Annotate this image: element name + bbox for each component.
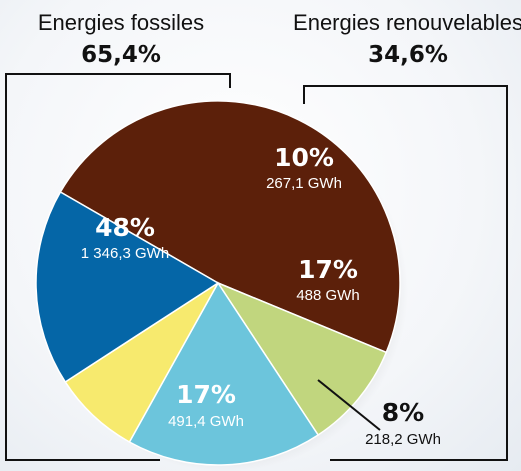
renewable-group-total: 34,6%	[368, 42, 448, 68]
slice-2-value: 488 GWh	[296, 287, 359, 304]
slice-0-value: 1 346,3 GWh	[81, 245, 169, 262]
fossil-group-total: 65,4%	[81, 42, 161, 68]
pie-slice-0	[59, 100, 401, 354]
fossil-bracket	[5, 73, 231, 461]
slice-3-value: 218,2 GWh	[365, 431, 441, 448]
slice-0-pct: 48%	[95, 213, 155, 242]
slice-3-pct: 8%	[382, 398, 424, 427]
pie-slice-1	[216, 281, 388, 437]
slice-4-value: 491,4 GWh	[168, 413, 244, 430]
slice-1-pct: 10%	[274, 143, 334, 172]
fossil-group-title: Energies fossiles	[38, 10, 204, 35]
renewable-group-title: Energies renouvelables	[293, 10, 521, 35]
pie-slices	[35, 100, 401, 466]
callout-line	[317, 379, 381, 431]
slice-1-value: 267,1 GWh	[266, 175, 342, 192]
pie-slice-2	[128, 281, 320, 466]
pie-slice-4	[35, 190, 220, 383]
slice-2-pct: 17%	[298, 255, 358, 284]
renewable-bracket	[303, 85, 508, 461]
slice-4-pct: 17%	[176, 380, 236, 409]
